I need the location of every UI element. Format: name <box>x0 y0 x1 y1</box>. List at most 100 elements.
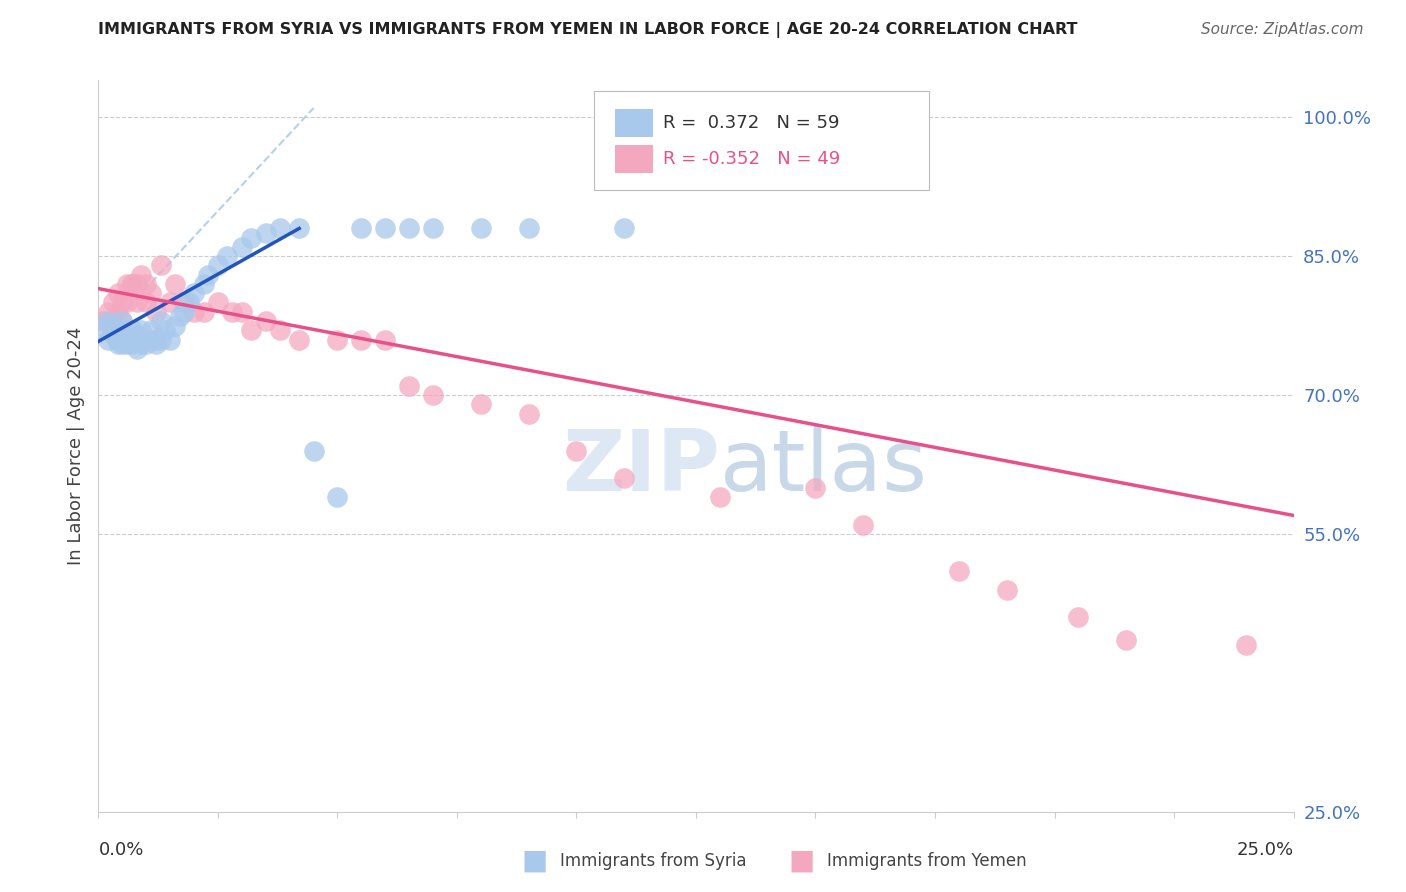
Point <box>302 443 325 458</box>
Point <box>374 333 396 347</box>
Point <box>254 314 277 328</box>
Point <box>115 337 138 351</box>
Text: 0.0%: 0.0% <box>98 841 143 859</box>
Point <box>131 337 153 351</box>
Point <box>91 318 114 333</box>
Point <box>159 295 181 310</box>
Point <box>107 286 129 301</box>
Point <box>149 259 172 273</box>
Point <box>107 333 129 347</box>
Point <box>231 240 253 254</box>
Point <box>135 333 157 347</box>
Point <box>125 327 148 342</box>
Point <box>350 333 373 347</box>
Point <box>107 337 129 351</box>
Point <box>613 221 636 235</box>
Point <box>125 342 148 356</box>
Point <box>115 333 138 347</box>
Point <box>422 221 444 235</box>
Point <box>135 337 157 351</box>
Text: 25.0%: 25.0% <box>1236 841 1294 859</box>
Point <box>398 379 420 393</box>
Text: Immigrants from Yemen: Immigrants from Yemen <box>827 852 1026 870</box>
Point <box>207 259 229 273</box>
Text: Immigrants from Syria: Immigrants from Syria <box>560 852 747 870</box>
Point <box>121 277 143 291</box>
Point <box>101 318 124 333</box>
Point <box>169 310 191 324</box>
Point <box>173 295 195 310</box>
Point <box>91 314 114 328</box>
Point <box>565 443 588 458</box>
Point <box>470 397 492 411</box>
Point <box>374 221 396 235</box>
Point <box>350 221 373 235</box>
Point <box>101 295 124 310</box>
Point <box>288 333 311 347</box>
Text: ZIP: ZIP <box>562 426 720 509</box>
Point <box>197 268 219 282</box>
Point <box>288 221 311 235</box>
Point <box>613 471 636 485</box>
Point <box>193 304 215 318</box>
Text: R =  0.372   N = 59: R = 0.372 N = 59 <box>662 113 839 132</box>
Point <box>995 582 1018 597</box>
Point <box>111 337 134 351</box>
Point <box>101 327 124 342</box>
Point <box>269 221 291 235</box>
Point <box>183 286 205 301</box>
Point <box>173 304 195 318</box>
Point <box>139 323 162 337</box>
Point <box>107 323 129 337</box>
Point <box>145 304 167 318</box>
Point <box>163 318 186 333</box>
FancyBboxPatch shape <box>614 145 652 173</box>
Point <box>193 277 215 291</box>
Point <box>269 323 291 337</box>
Point <box>121 333 143 347</box>
Point <box>145 337 167 351</box>
Point <box>135 295 157 310</box>
Point <box>139 333 162 347</box>
Point <box>111 295 134 310</box>
Point <box>804 481 827 495</box>
Point <box>709 490 731 504</box>
Text: ■: ■ <box>789 847 814 875</box>
Point <box>131 333 153 347</box>
Point <box>97 314 120 328</box>
Point <box>517 221 540 235</box>
Point <box>240 230 263 244</box>
Point <box>183 304 205 318</box>
Text: Source: ZipAtlas.com: Source: ZipAtlas.com <box>1201 22 1364 37</box>
Point <box>125 295 148 310</box>
Point <box>231 304 253 318</box>
Point <box>111 333 134 347</box>
Point <box>125 277 148 291</box>
Text: atlas: atlas <box>720 426 928 509</box>
Point <box>111 323 134 337</box>
Point <box>398 221 420 235</box>
Point <box>470 221 492 235</box>
Point <box>121 323 143 337</box>
Point <box>159 333 181 347</box>
Point <box>422 388 444 402</box>
Point <box>149 314 172 328</box>
Point <box>135 277 157 291</box>
Point <box>121 337 143 351</box>
Point <box>101 314 124 328</box>
Point <box>131 323 153 337</box>
Point <box>179 295 201 310</box>
Point <box>115 277 138 291</box>
FancyBboxPatch shape <box>614 109 652 136</box>
Point <box>163 277 186 291</box>
Point <box>326 333 349 347</box>
Point <box>948 564 970 578</box>
Point <box>101 323 124 337</box>
Point <box>221 304 243 318</box>
Point <box>125 333 148 347</box>
Point <box>852 517 875 532</box>
Point <box>115 295 138 310</box>
Point <box>111 314 134 328</box>
Point <box>121 277 143 291</box>
Point <box>107 325 129 339</box>
